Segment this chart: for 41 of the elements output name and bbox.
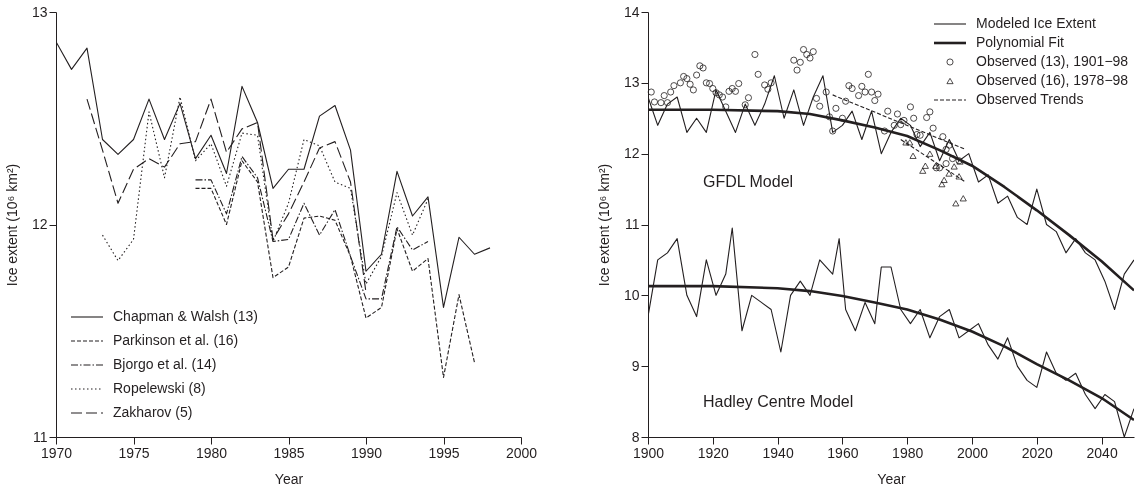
y-tick-label: 14: [623, 3, 640, 20]
x-tick-label: 1990: [350, 444, 383, 461]
x-tick-label: 1970: [40, 444, 73, 461]
x-tick-label: 2000: [505, 444, 538, 461]
annotation: GFDL Model: [703, 173, 794, 190]
legend-label: Observed Trends: [976, 91, 1084, 107]
y-tick-label: 9: [631, 357, 640, 374]
y-tick-label: 8: [631, 428, 640, 445]
legend-label: Zakharov (5): [113, 404, 193, 420]
y-tick-label: 12: [623, 145, 640, 162]
y-tick-label: 11: [32, 428, 48, 445]
y-tick-label: 13: [623, 74, 640, 91]
y-axis-title: Ice extent (10⁶ km²): [595, 163, 612, 287]
x-tick-label: 1980: [892, 444, 924, 461]
legend-label: Polynomial Fit: [976, 34, 1065, 50]
legend-label: Observed (16), 1978−98: [976, 72, 1129, 88]
x-tick-label: 1960: [827, 444, 859, 461]
legend-label: Chapman & Walsh (13): [113, 308, 258, 324]
x-tick-label: 1995: [428, 444, 460, 461]
y-tick-label: 11: [624, 216, 640, 232]
x-tick-label: 1980: [195, 444, 228, 461]
legend-label: Bjorgo et al. (14): [113, 356, 217, 372]
x-tick-label: 1920: [697, 444, 730, 461]
y-tick-label: 10: [623, 286, 640, 303]
x-tick-label: 2000: [956, 444, 989, 461]
x-axis-title: Year: [274, 470, 304, 487]
legend-label: Modeled Ice Extent: [976, 15, 1096, 31]
x-tick-label: 2020: [1021, 444, 1054, 461]
x-tick-label: 1940: [762, 444, 794, 461]
x-tick-label: 2040: [1086, 444, 1118, 461]
legend-label: Observed (13), 1901−98: [976, 53, 1129, 69]
x-tick-label: 1900: [632, 444, 665, 461]
legend-label: Ropelewski (8): [113, 380, 206, 396]
y-tick-label: 12: [31, 216, 48, 232]
x-tick-label: 1985: [273, 444, 305, 461]
y-tick-label: 13: [31, 3, 48, 20]
x-tick-label: 1975: [118, 444, 150, 461]
legend-label: Parkinson et al. (16): [113, 332, 239, 348]
x-axis-title: Year: [877, 470, 906, 487]
annotation: Hadley Centre Model: [703, 393, 854, 410]
y-axis-title: Ice extent (10⁶ km²): [3, 163, 20, 287]
